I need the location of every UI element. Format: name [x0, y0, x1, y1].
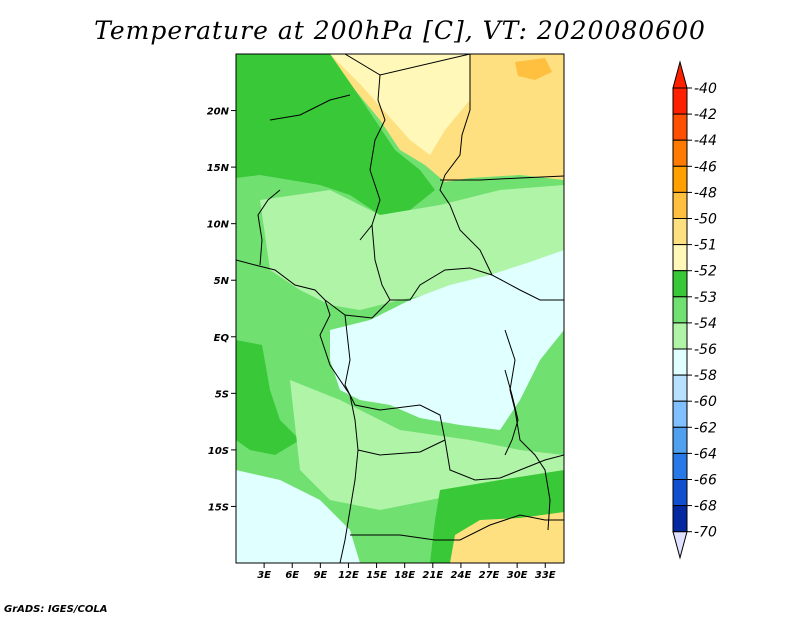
lat-tick-label: 10N	[207, 220, 230, 231]
field-region-pale-green-south	[290, 380, 564, 510]
border-sahara	[269, 94, 564, 181]
colorbar-label: -53	[694, 290, 717, 306]
border-central-1	[371, 224, 564, 301]
border-central-2	[324, 299, 391, 319]
colorbar-swatch	[672, 244, 688, 272]
border-north-1	[344, 54, 386, 241]
colorbar-bottom-arrow	[672, 531, 688, 560]
lat-tick-label: 10S	[208, 446, 229, 457]
lon-tick-label: 33E	[535, 570, 556, 581]
colorbar-swatch	[672, 479, 688, 507]
lon-tick-label: 3E	[257, 570, 271, 581]
field-region-cyan-central	[330, 250, 564, 430]
grads-credit: GrADS: IGES/COLA	[4, 604, 108, 615]
colorbar-swatch	[672, 87, 688, 115]
colorbar-swatch	[672, 113, 688, 141]
lon-tick-label: 12E	[338, 570, 359, 581]
border-lake	[504, 369, 519, 456]
colorbar-label: -52	[694, 264, 717, 280]
colorbar-swatch	[672, 296, 688, 324]
lon-tick-label: 9E	[313, 570, 327, 581]
colorbar: -40 -42 -44 -46 -48 -50 -51 -52 -53 -54 -56 -58 -60 -…	[672, 60, 717, 560]
lon-tick-label: 21E	[422, 570, 443, 581]
field-region-warm-patch	[515, 58, 552, 80]
colorbar-swatch	[672, 348, 688, 376]
colorbar-swatch	[672, 452, 688, 480]
colorbar-label: -68	[694, 499, 717, 515]
longitude-axis: 3E 6E 9E 12E 15E 18E 21E 24E 27E 30E 33E	[257, 563, 556, 581]
colorbar-top-arrow	[672, 60, 688, 89]
colorbar-swatch	[672, 139, 688, 167]
colorbar-label: -40	[694, 81, 717, 97]
border-east	[504, 329, 551, 531]
colorbar-swatch	[672, 218, 688, 246]
colorbar-label: -46	[694, 159, 717, 175]
border-south-1	[357, 439, 446, 456]
border-north-2	[379, 54, 493, 276]
lat-tick-label: 15S	[208, 502, 229, 513]
colorbar-label: -62	[694, 420, 717, 436]
coastline-west	[236, 259, 359, 563]
border-south-2	[350, 514, 564, 541]
colorbar-label: -58	[694, 368, 717, 384]
colorbar-label: -44	[694, 133, 717, 149]
border-congo	[344, 314, 564, 481]
lat-tick-label: 5N	[214, 276, 230, 287]
field-region-warm-se	[450, 512, 564, 563]
colorbar-label: -51	[694, 238, 717, 254]
colorbar-label: -54	[694, 316, 717, 332]
border-nigeria	[257, 189, 281, 266]
colorbar-label: -56	[694, 342, 717, 358]
colorbar-label: -64	[694, 446, 717, 462]
colorbar-swatch	[672, 426, 688, 454]
lat-tick-label: 15N	[207, 163, 230, 174]
colorbar-label: -60	[694, 394, 717, 410]
field-region-cyan-sw	[236, 470, 360, 563]
lon-tick-label: 30E	[507, 570, 528, 581]
lat-tick-label: EQ	[214, 333, 230, 344]
lon-tick-label: 27E	[479, 570, 500, 581]
colorbar-swatch	[672, 270, 688, 298]
colorbar-label: -42	[694, 107, 717, 123]
field-region-pale-yellow	[330, 54, 470, 155]
colorbar-swatch	[672, 400, 688, 428]
map-title: Temperature at 200hPa [C], VT: 202008060…	[94, 16, 706, 45]
lat-tick-label: 5S	[215, 389, 229, 400]
field-region-dark-green-sw	[236, 340, 300, 455]
colorbar-swatch	[672, 322, 688, 350]
lon-tick-label: 24E	[451, 570, 472, 581]
field-region-dark-green-nw	[236, 54, 435, 215]
lon-tick-label: 6E	[285, 570, 299, 581]
colorbar-label: -50	[694, 212, 717, 228]
lon-tick-label: 15E	[366, 570, 387, 581]
map-frame	[235, 53, 565, 564]
colorbar-swatch	[672, 374, 688, 402]
country-borders	[236, 54, 564, 563]
colorbar-swatch	[672, 505, 688, 533]
lat-tick-label: 20N	[207, 107, 230, 118]
lon-tick-label: 18E	[394, 570, 415, 581]
colorbar-swatch	[672, 165, 688, 193]
colorbar-label: -66	[694, 473, 717, 489]
colorbar-label: -70	[694, 525, 717, 541]
latitude-axis: 20N 15N 10N 5N EQ 5S 10S 15S	[207, 107, 236, 513]
temperature-field	[236, 54, 564, 563]
colorbar-swatch	[672, 191, 688, 219]
colorbar-label: -48	[694, 185, 717, 201]
